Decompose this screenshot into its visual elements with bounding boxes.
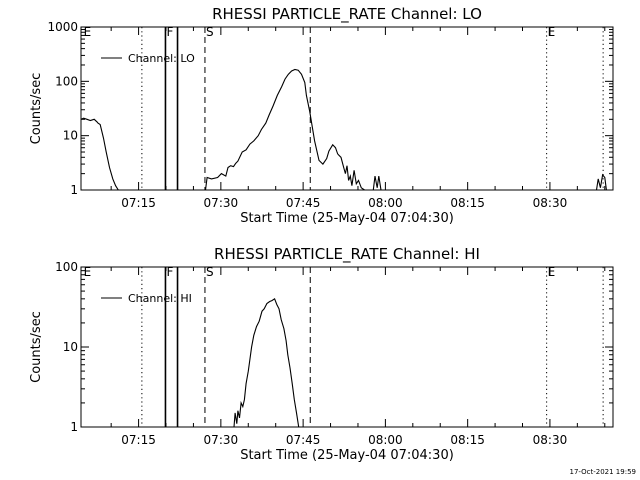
event-label-s: S xyxy=(206,25,214,39)
x-tick-label: 07:45 xyxy=(286,196,321,210)
x-tick-label: 07:45 xyxy=(286,433,321,447)
x-tick-label: 08:00 xyxy=(368,196,403,210)
panel-lo-channel: RHESSI PARTICLE_RATE Channel: LO E F S E 1 10 1… xyxy=(29,5,614,226)
x-tick-label: 08:30 xyxy=(533,196,568,210)
x-tick-label: 08:15 xyxy=(450,196,485,210)
x-tick-label: 07:15 xyxy=(121,196,156,210)
series-line-0-segment-1 xyxy=(204,68,339,191)
legend-label: Channel: HI xyxy=(128,292,192,305)
x-tick-label: 08:00 xyxy=(368,433,403,447)
footer-timestamp: 17-Oct-2021 19:59 xyxy=(570,468,636,476)
y-tick-label: 100 xyxy=(55,74,78,88)
legend-label: Channel: LO xyxy=(128,52,195,65)
x-tick-label: 07:30 xyxy=(204,196,239,210)
x-axis-label: Start Time (25-May-04 07:04:30) xyxy=(240,211,454,226)
event-label-e: E xyxy=(548,25,556,39)
x-axis-label: Start Time (25-May-04 07:04:30) xyxy=(240,448,454,463)
event-label-f: F xyxy=(166,25,173,39)
event-label-f: F xyxy=(166,265,173,279)
series-line-0-segment-0 xyxy=(80,117,119,191)
y-tick-label: 1 xyxy=(70,183,78,197)
series-line-0-segment-0 xyxy=(233,297,300,428)
x-tick-label: 07:30 xyxy=(204,433,239,447)
event-label-s: S xyxy=(206,265,214,279)
x-tick-label: 08:30 xyxy=(533,433,568,447)
y-tick-label: 1 xyxy=(70,420,78,434)
y-tick-label: 100 xyxy=(55,260,78,274)
series-line-0-segment-4 xyxy=(595,173,607,191)
event-label-e: E xyxy=(84,25,92,39)
y-axis-label: Counts/sec xyxy=(29,311,44,383)
x-tick-label: 08:15 xyxy=(450,433,485,447)
series-line-0-segment-2 xyxy=(337,153,365,191)
y-tick-label: 1000 xyxy=(47,20,78,34)
y-tick-label: 10 xyxy=(63,129,78,143)
event-label-e: E xyxy=(84,265,92,279)
x-tick-label: 07:15 xyxy=(121,433,156,447)
panel-hi-channel: RHESSI PARTICLE_RATE Channel: HI E F S E 1 10 1… xyxy=(29,245,614,463)
chart-title: RHESSI PARTICLE_RATE Channel: HI xyxy=(214,245,480,264)
y-tick-label: 10 xyxy=(63,340,78,354)
chart-title: RHESSI PARTICLE_RATE Channel: LO xyxy=(212,5,482,24)
y-axis-label: Counts/sec xyxy=(29,73,44,145)
event-label-e: E xyxy=(548,265,556,279)
plot-frame xyxy=(80,26,614,191)
plot-frame xyxy=(80,266,614,428)
series-line-0-segment-3 xyxy=(372,175,382,191)
